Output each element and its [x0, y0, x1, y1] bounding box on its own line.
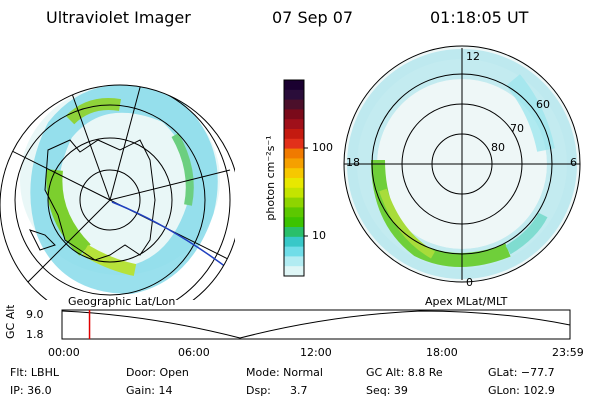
colorbar-stripe [284, 217, 304, 228]
observation-date: 07 Sep 07 [272, 8, 354, 27]
colorbar-stripe [284, 129, 304, 140]
intensity-colorbar: photon cm⁻²s⁻¹ [264, 79, 308, 277]
colorbar-stripe [284, 109, 304, 120]
page-title: Ultraviolet Imager [46, 8, 191, 27]
colorbar-stripe [284, 187, 304, 199]
colorbar-stripe [284, 246, 304, 257]
right-panel-caption: Apex MLat/MLT [425, 295, 508, 308]
timeline-xtick-0000: 00:00 [48, 346, 80, 359]
colorbar-stripe [284, 119, 304, 130]
mlt-label-12: 12 [466, 50, 480, 63]
colorbar-stripe [284, 266, 304, 277]
altitude-timeline: GC Alt 9.0 1.8 [4, 305, 571, 341]
mlat-mlt-polar-plot: 12 18 6 0 60 70 80 [343, 45, 581, 289]
colorbar-gradient [284, 80, 304, 277]
timeline-ylabel: GC Alt [4, 305, 17, 339]
glat-info: GLat: −77.7 [488, 366, 555, 379]
dsp-value: 3.7 [290, 384, 308, 397]
dsp-label: Dsp: [246, 384, 271, 397]
geographic-aurora-image [0, 84, 235, 300]
colorbar-stripe [284, 89, 304, 101]
timeline-xtick-2359: 23:59 [552, 346, 584, 359]
colorbar-stripe [284, 148, 304, 159]
colorbar-tick-100: 100 [312, 141, 333, 154]
colorbar-stripe [284, 99, 304, 110]
filter-info: Flt: LBHL [10, 366, 59, 379]
timeline-ytick-top: 9.0 [26, 308, 44, 321]
colorbar-stripe [284, 178, 304, 189]
mlat-label-70: 70 [510, 122, 524, 135]
timeline-xtick-0600: 06:00 [178, 346, 210, 359]
mlt-label-0: 0 [466, 276, 473, 289]
colorbar-stripe [284, 197, 304, 208]
left-panel-caption: Geographic Lat/Lon [68, 295, 176, 308]
colorbar-stripe [284, 227, 304, 238]
timeline-xtick-1200: 12:00 [300, 346, 332, 359]
mlt-label-6: 6 [570, 156, 577, 169]
colorbar-stripe [284, 80, 304, 91]
gain-info: Gain: 14 [126, 384, 173, 397]
mlat-label-60: 60 [536, 98, 550, 111]
mlt-label-18: 18 [346, 156, 360, 169]
door-info: Door: Open [126, 366, 189, 379]
timeline-ytick-bottom: 1.8 [26, 328, 44, 341]
mode-info: Mode: Normal [246, 366, 323, 379]
colorbar-stripe [284, 168, 304, 179]
colorbar-stripe [284, 138, 304, 150]
colorbar-stripe [284, 256, 304, 267]
colorbar-stripe [284, 236, 304, 248]
seq-info: Seq: 39 [366, 384, 408, 397]
gc-alt-info: GC Alt: 8.8 Re [366, 366, 443, 379]
colorbar-tick-10: 10 [312, 229, 326, 242]
colorbar-stripe [284, 158, 304, 169]
mlat-label-80: 80 [491, 141, 505, 154]
timeline-xtick-1800: 18:00 [426, 346, 458, 359]
ip-info: IP: 36.0 [10, 384, 52, 397]
colorbar-unit-label: photon cm⁻²s⁻¹ [264, 135, 277, 220]
observation-time: 01:18:05 UT [430, 8, 529, 27]
glon-info: GLon: 102.9 [488, 384, 555, 397]
colorbar-stripe [284, 207, 304, 218]
